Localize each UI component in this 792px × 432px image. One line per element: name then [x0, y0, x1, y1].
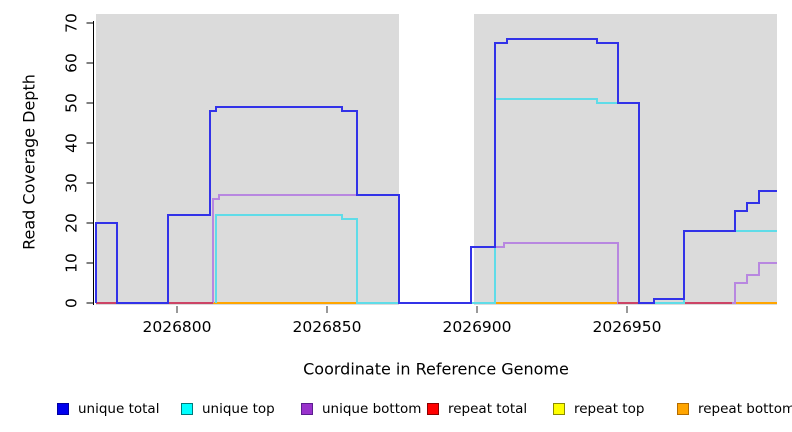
- y-tick-label: 0: [63, 298, 81, 308]
- x-tick-label: 2026850: [292, 318, 361, 336]
- background-panel: [96, 14, 399, 305]
- y-tick-label: 20: [63, 213, 81, 233]
- x-tick-label: 2026800: [142, 318, 211, 336]
- x-axis-title: Coordinate in Reference Genome: [303, 359, 569, 379]
- y-tick-label: 10: [63, 253, 81, 273]
- x-tick-label: 2026900: [442, 318, 511, 336]
- y-tick-label: 40: [63, 133, 81, 153]
- y-tick-label: 30: [63, 173, 81, 193]
- x-tick-label: 2026950: [592, 318, 661, 336]
- y-tick-label: 60: [63, 53, 81, 73]
- y-axis-title: Read Coverage Depth: [19, 74, 39, 250]
- y-tick-label: 50: [63, 93, 81, 113]
- series-unique-total: [95, 38, 777, 304]
- series-unique-bottom: [212, 194, 777, 304]
- y-tick-label: 70: [63, 13, 81, 33]
- background-panel: [474, 14, 777, 305]
